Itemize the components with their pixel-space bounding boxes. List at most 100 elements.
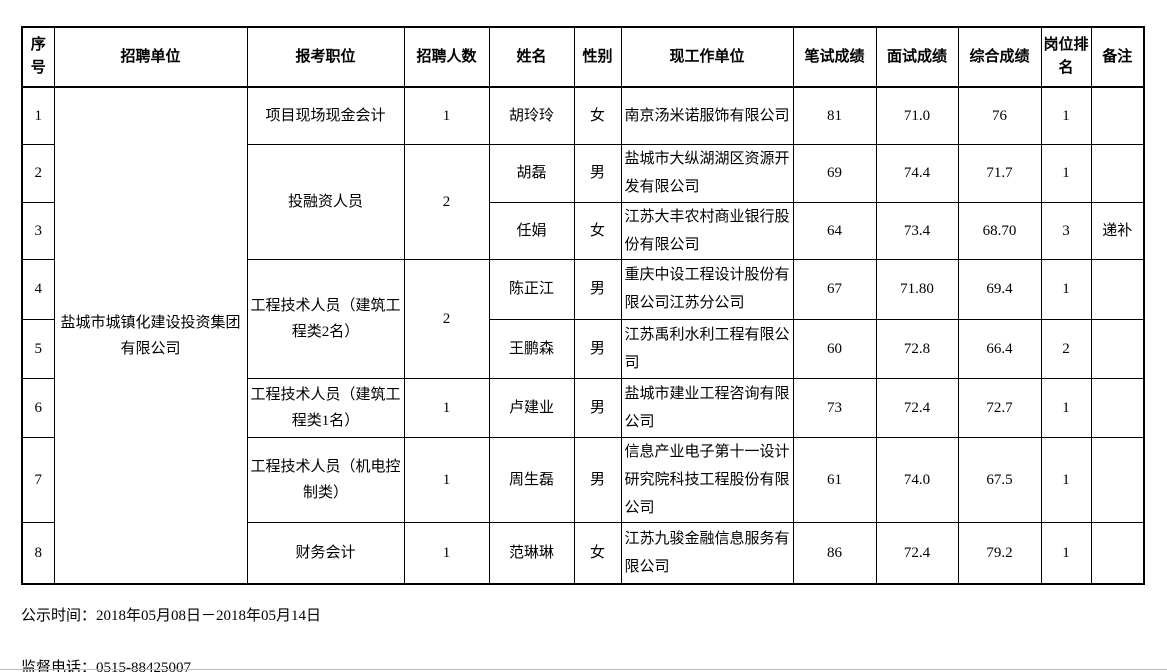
cell-rank: 1 xyxy=(1040,143,1092,203)
cell-serial: 8 xyxy=(21,521,55,585)
cell-interview-score: 74.4 xyxy=(875,143,959,203)
cell-written-score: 86 xyxy=(792,521,877,585)
column-header-name: 姓名 xyxy=(488,26,575,88)
cell-written-score: 73 xyxy=(792,377,877,438)
cell-position: 工程技术人员（建筑工程类1名） xyxy=(246,377,405,438)
cell-gender: 男 xyxy=(573,318,622,379)
cell-note xyxy=(1090,436,1145,523)
cell-headcount: 1 xyxy=(403,521,490,585)
cell-serial: 4 xyxy=(21,258,55,320)
table-row: 7 工程技术人员（机电控制类） 1 周生磊 男 信息产业电子第十一设计研究院科技… xyxy=(21,436,1145,523)
column-header-written-score: 笔试成绩 xyxy=(792,26,877,88)
cell-headcount: 1 xyxy=(403,86,490,145)
cell-interview-score: 72.8 xyxy=(875,318,959,379)
cell-serial: 2 xyxy=(21,143,55,203)
cell-rank: 2 xyxy=(1040,318,1092,379)
cell-employer: 南京汤米诺服饰有限公司 xyxy=(620,86,794,145)
cell-overall-score: 66.4 xyxy=(957,318,1042,379)
cell-name: 卢建业 xyxy=(488,377,575,438)
cell-serial: 5 xyxy=(21,318,55,379)
cell-note xyxy=(1090,521,1145,585)
cell-overall-score: 69.4 xyxy=(957,258,1042,320)
cell-overall-score: 79.2 xyxy=(957,521,1042,585)
cell-note xyxy=(1090,86,1145,145)
cell-written-score: 67 xyxy=(792,258,877,320)
cell-headcount: 1 xyxy=(403,377,490,438)
table-row: 2 投融资人员 2 胡磊 男 盐城市大纵湖湖区资源开发有限公司 69 74.4 … xyxy=(21,143,1145,260)
cell-gender: 男 xyxy=(573,143,622,203)
recruitment-results-table: 序号 招聘单位 报考职位 招聘人数 姓名 性别 现工作单位 笔试成绩 面试成绩 … xyxy=(21,26,1145,585)
cell-name: 范琳琳 xyxy=(488,521,575,585)
cell-interview-score: 72.4 xyxy=(875,377,959,438)
cell-overall-score: 67.5 xyxy=(957,436,1042,523)
cell-employer: 信息产业电子第十一设计研究院科技工程股份有限公司 xyxy=(620,436,794,523)
cell-employer: 江苏大丰农村商业银行股份有限公司 xyxy=(620,201,794,260)
cell-employer: 盐城市大纵湖湖区资源开发有限公司 xyxy=(620,143,794,203)
cell-headcount: 1 xyxy=(403,436,490,523)
cell-gender: 男 xyxy=(573,377,622,438)
cell-gender: 女 xyxy=(573,521,622,585)
cell-interview-score: 71.0 xyxy=(875,86,959,145)
cell-name: 周生磊 xyxy=(488,436,575,523)
table-row: 4 工程技术人员（建筑工程类2名） 2 陈正江 男 重庆中设工程设计股份有限公司… xyxy=(21,258,1145,379)
cell-overall-score: 72.7 xyxy=(957,377,1042,438)
cell-note xyxy=(1090,143,1145,203)
cell-gender: 男 xyxy=(573,258,622,320)
cell-rank: 1 xyxy=(1040,86,1092,145)
publicity-period-text: 公示时间：2018年05月08日－2018年05月14日 xyxy=(21,608,322,624)
cell-note xyxy=(1090,258,1145,320)
cell-written-score: 69 xyxy=(792,143,877,203)
column-header-overall-score: 综合成绩 xyxy=(957,26,1042,88)
cell-note xyxy=(1090,377,1145,438)
cell-serial: 3 xyxy=(21,201,55,260)
cell-name: 胡磊 xyxy=(488,143,575,203)
cell-employer: 重庆中设工程设计股份有限公司江苏分公司 xyxy=(620,258,794,320)
cell-overall-score: 76 xyxy=(957,86,1042,145)
cell-note: 递补 xyxy=(1090,201,1145,260)
cell-overall-score: 71.7 xyxy=(957,143,1042,203)
cell-interview-score: 73.4 xyxy=(875,201,959,260)
column-header-position: 报考职位 xyxy=(246,26,405,88)
column-header-employer: 现工作单位 xyxy=(620,26,794,88)
cell-name: 胡玲玲 xyxy=(488,86,575,145)
cell-gender: 女 xyxy=(573,201,622,260)
cell-overall-score: 68.70 xyxy=(957,201,1042,260)
cell-rank: 1 xyxy=(1040,258,1092,320)
cell-headcount: 2 xyxy=(403,143,490,260)
cell-interview-score: 71.80 xyxy=(875,258,959,320)
announcement-page: 序号 招聘单位 报考职位 招聘人数 姓名 性别 现工作单位 笔试成绩 面试成绩 … xyxy=(21,26,1145,585)
cell-serial: 1 xyxy=(21,86,55,145)
cell-name: 陈正江 xyxy=(488,258,575,320)
cell-rank: 3 xyxy=(1040,201,1092,260)
supervision-phone-text: 监督电话：0515-88425007 xyxy=(21,660,191,672)
cell-position: 投融资人员 xyxy=(246,143,405,260)
column-header-rank: 岗位排名 xyxy=(1040,26,1092,88)
cell-interview-score: 74.0 xyxy=(875,436,959,523)
cell-written-score: 61 xyxy=(792,436,877,523)
cell-written-score: 60 xyxy=(792,318,877,379)
cell-gender: 女 xyxy=(573,86,622,145)
cell-written-score: 64 xyxy=(792,201,877,260)
cell-rank: 1 xyxy=(1040,377,1092,438)
table-row: 1 盐城市城镇化建设投资集团有限公司 项目现场现金会计 1 胡玲玲 女 南京汤米… xyxy=(21,86,1145,585)
cell-serial: 6 xyxy=(21,377,55,438)
cell-employer: 盐城市建业工程咨询有限公司 xyxy=(620,377,794,438)
cell-rank: 1 xyxy=(1040,436,1092,523)
cell-name: 王鹏森 xyxy=(488,318,575,379)
column-header-note: 备注 xyxy=(1090,26,1145,88)
column-header-recruiting-unit: 招聘单位 xyxy=(53,26,248,88)
cell-name: 任娟 xyxy=(488,201,575,260)
cell-interview-score: 72.4 xyxy=(875,521,959,585)
table-row: 5 王鹏森 男 江苏禹利水利工程有限公司 60 72.8 66.4 2 xyxy=(21,318,1145,379)
cell-note xyxy=(1090,318,1145,379)
column-header-serial: 序号 xyxy=(21,26,55,88)
cell-employer: 江苏九骏金融信息服务有限公司 xyxy=(620,521,794,585)
table-row: 8 财务会计 1 范琳琳 女 江苏九骏金融信息服务有限公司 86 72.4 79… xyxy=(21,521,1145,585)
cell-headcount: 2 xyxy=(403,258,490,379)
cell-position: 工程技术人员（建筑工程类2名） xyxy=(246,258,405,379)
column-header-gender: 性别 xyxy=(573,26,622,88)
cell-employer: 江苏禹利水利工程有限公司 xyxy=(620,318,794,379)
column-header-interview-score: 面试成绩 xyxy=(875,26,959,88)
bottom-divider xyxy=(0,669,1167,670)
header-row: 序号 招聘单位 报考职位 招聘人数 姓名 性别 现工作单位 笔试成绩 面试成绩 … xyxy=(21,26,1145,88)
